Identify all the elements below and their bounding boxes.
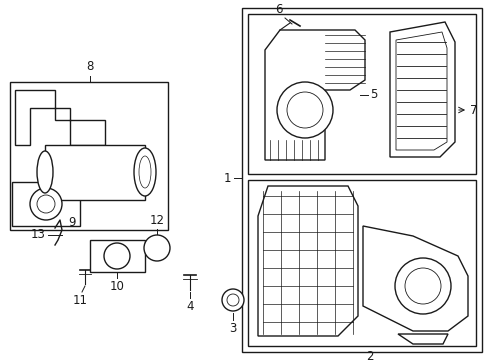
Circle shape [104, 243, 130, 269]
Polygon shape [389, 22, 454, 157]
Text: 10: 10 [109, 280, 124, 293]
Circle shape [222, 289, 244, 311]
Polygon shape [397, 334, 447, 344]
Circle shape [37, 195, 55, 213]
Text: 4: 4 [186, 300, 193, 313]
Bar [90, 240, 145, 272]
Bar [242, 8, 481, 352]
Text: 11: 11 [72, 294, 87, 307]
Bar [10, 82, 168, 230]
Circle shape [286, 92, 323, 128]
Text: 3: 3 [229, 322, 236, 335]
Bar [247, 14, 475, 174]
Circle shape [276, 82, 332, 138]
Ellipse shape [134, 148, 156, 196]
Polygon shape [258, 186, 357, 336]
Ellipse shape [37, 151, 53, 193]
Polygon shape [362, 226, 467, 331]
Text: 13: 13 [31, 229, 46, 242]
Circle shape [30, 188, 62, 220]
Circle shape [394, 258, 450, 314]
Polygon shape [264, 30, 364, 160]
Circle shape [226, 294, 239, 306]
Text: 8: 8 [86, 60, 94, 73]
Text: 7: 7 [469, 104, 476, 117]
Ellipse shape [139, 156, 151, 188]
Circle shape [143, 235, 170, 261]
Polygon shape [395, 32, 446, 150]
Text: 6: 6 [275, 3, 283, 16]
Bar [247, 180, 475, 346]
Bar [12, 182, 80, 226]
Text: 9: 9 [68, 216, 75, 229]
Polygon shape [15, 90, 105, 145]
Text: 2: 2 [366, 350, 373, 360]
Bar [45, 145, 145, 200]
Text: 5: 5 [369, 89, 377, 102]
Text: 12: 12 [149, 214, 164, 227]
Circle shape [404, 268, 440, 304]
Text: 1: 1 [223, 171, 230, 184]
